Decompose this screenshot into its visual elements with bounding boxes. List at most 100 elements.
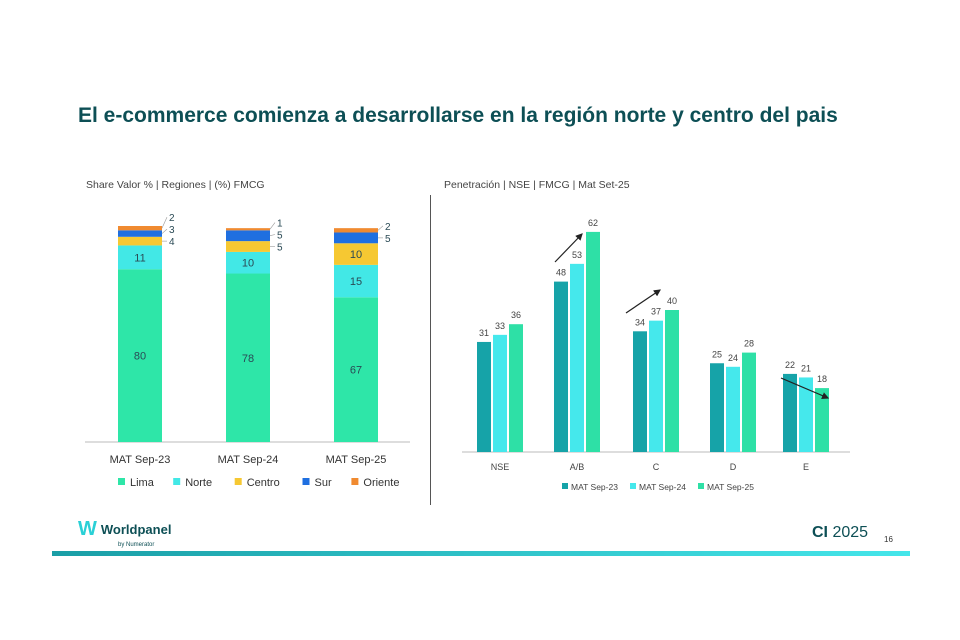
category-label: MAT Sep-25 — [326, 454, 387, 466]
bar — [570, 263, 584, 452]
bar — [477, 341, 491, 452]
legend-label: Lima — [130, 477, 155, 489]
bar-sur — [226, 230, 270, 242]
leader-line — [161, 216, 168, 229]
logo-subtext: by Numerator — [118, 542, 155, 548]
left-chart-title: Share Valor % | Regiones | (%) FMCG — [86, 179, 265, 191]
slide-title: El e-commerce comienza a desarrollarse e… — [78, 104, 838, 127]
bar-oriente — [226, 228, 270, 231]
data-label: 34 — [635, 317, 645, 327]
data-label: 21 — [801, 363, 811, 373]
legend-label: Centro — [247, 477, 280, 489]
legend-swatch — [351, 478, 359, 485]
logo-w-icon: W — [78, 518, 97, 540]
legend-swatch — [173, 478, 181, 485]
bar-norte — [226, 251, 270, 274]
legend-label: Norte — [185, 477, 212, 489]
data-label: 53 — [572, 250, 582, 260]
bar — [799, 377, 813, 452]
legend-swatch — [630, 483, 636, 489]
data-label: 80 — [134, 351, 146, 363]
brand-prefix: CI — [812, 524, 828, 541]
data-label: 40 — [667, 296, 677, 306]
bar-lima — [334, 297, 378, 442]
bar — [554, 281, 568, 452]
bar-centro — [334, 243, 378, 265]
category-label: C — [653, 462, 660, 472]
bar-centro — [118, 236, 162, 246]
data-label: 11 — [134, 252, 145, 264]
bar — [742, 352, 756, 452]
trend-arrow-down — [780, 377, 830, 399]
bar — [633, 331, 647, 452]
data-label: 3 — [169, 225, 175, 236]
data-label: 28 — [744, 339, 754, 349]
data-label: 2 — [385, 222, 391, 233]
data-label: 22 — [785, 360, 795, 370]
data-label: 5 — [277, 231, 283, 242]
data-label: 31 — [479, 328, 489, 338]
bar-oriente — [334, 228, 378, 233]
bar-norte — [118, 245, 162, 270]
data-label: 15 — [350, 276, 362, 288]
bar-sur — [334, 232, 378, 244]
category-label: NSE — [491, 462, 510, 472]
data-label: 24 — [728, 353, 738, 363]
ci-brand: CI 2025 — [812, 524, 868, 542]
bar — [586, 231, 600, 452]
legend-label: MAT Sep-24 — [639, 482, 686, 492]
bar — [783, 373, 797, 452]
legend-swatch — [698, 483, 704, 489]
data-label: 18 — [817, 374, 827, 384]
data-label: 36 — [511, 310, 521, 320]
bar — [649, 320, 663, 452]
bar — [710, 363, 724, 452]
legend-swatch — [302, 478, 310, 485]
legend-label: Sur — [315, 477, 332, 489]
category-label: D — [730, 462, 737, 472]
data-label: 62 — [588, 218, 598, 228]
data-label: 4 — [169, 237, 175, 248]
legend-label: MAT Sep-25 — [707, 482, 754, 492]
category-label: MAT Sep-23 — [110, 454, 171, 466]
legend-label: Oriente — [363, 477, 399, 489]
data-label: 10 — [242, 258, 254, 270]
penetration-chart: 31 33 36 NSE 48 53 62 A/B 34 37 40 C 25 24 28 D 22 21 18 E M… — [462, 218, 850, 492]
divider — [430, 195, 431, 505]
data-label: 5 — [277, 243, 283, 254]
bar-sur — [118, 230, 162, 237]
bar — [815, 388, 829, 452]
worldpanel-logo: W Worldpanel by Numerator — [78, 518, 172, 548]
data-label: 78 — [242, 353, 254, 365]
data-label: 37 — [651, 307, 661, 317]
bar-lima — [118, 269, 162, 442]
category-label: E — [803, 462, 809, 472]
category-label: MAT Sep-24 — [218, 454, 279, 466]
page-number: 16 — [884, 535, 893, 544]
trend-arrow-up — [625, 289, 661, 314]
legend-swatch — [562, 483, 568, 489]
leader-line — [269, 234, 276, 237]
category-label: A/B — [570, 462, 585, 472]
bar — [509, 324, 523, 452]
data-label: 1 — [277, 219, 283, 230]
data-label: 67 — [350, 365, 362, 377]
leader-line — [269, 222, 276, 230]
legend-swatch — [118, 478, 125, 485]
data-label: 10 — [350, 249, 362, 261]
data-label: 48 — [556, 268, 566, 278]
legend-swatch — [234, 478, 242, 485]
bar-oriente — [118, 226, 162, 231]
trend-arrow-up — [554, 233, 583, 263]
footer-gradient-line — [52, 551, 910, 556]
bar-norte — [334, 264, 378, 298]
bar-centro — [226, 241, 270, 252]
data-label: 33 — [495, 321, 505, 331]
bar — [665, 310, 679, 452]
logo-text: Worldpanel — [100, 521, 172, 537]
leader-line — [377, 225, 384, 231]
data-label: 5 — [385, 234, 391, 245]
data-label: 2 — [169, 213, 175, 224]
